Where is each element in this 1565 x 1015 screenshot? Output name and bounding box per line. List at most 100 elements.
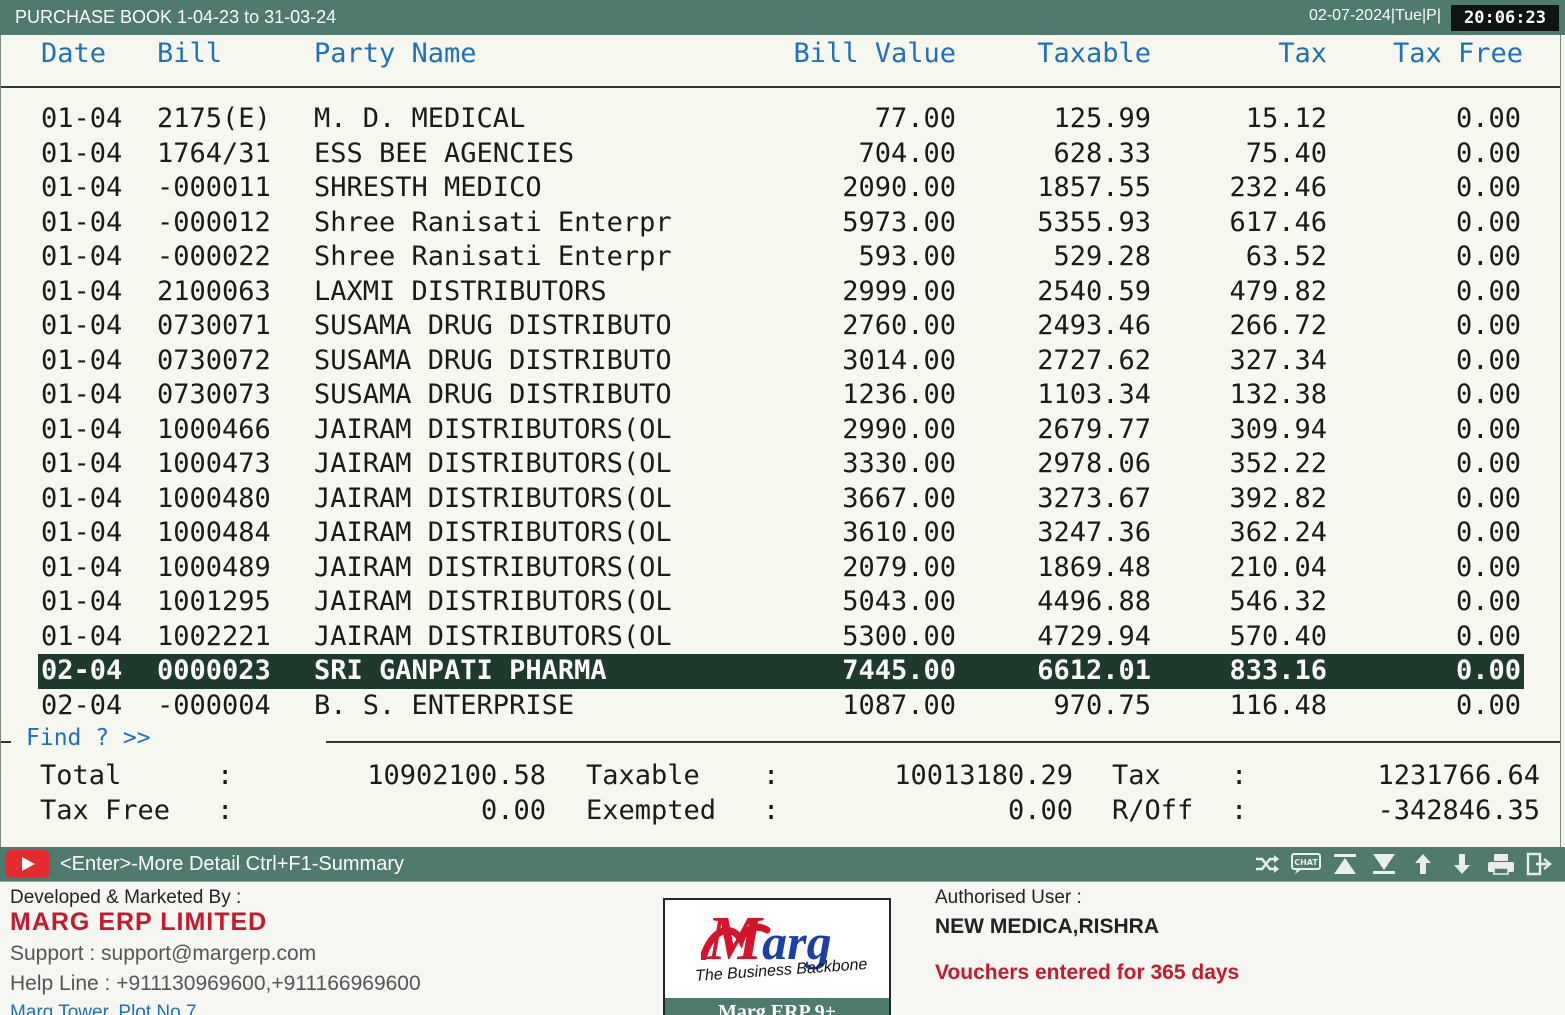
total-label: Total: [40, 760, 122, 791]
cell-bill: 2100063: [157, 275, 271, 307]
cell-tax: 479.82: [1229, 275, 1327, 307]
cell-date: 01-04: [41, 620, 123, 652]
roff-total-label: R/Off: [1112, 795, 1194, 826]
window-title: PURCHASE BOOK 1-04-23 to 31-03-24: [15, 7, 337, 27]
table-row[interactable]: 01-04 1000480 JAIRAM DISTRIBUTORS(OL 3667.0…: [38, 482, 1524, 517]
date-stamp: 02-07-2024|Tue|P|: [1309, 7, 1441, 24]
table-row[interactable]: 01-04 0730073 SUSAMA DRUG DISTRIBUTO 1236.0…: [38, 378, 1524, 413]
cell-date: 01-04: [41, 517, 123, 548]
table-row[interactable]: 01-04 1764/31 ESS BEE AGENCIES 704.00 628.33…: [38, 137, 1524, 172]
cell-bill-value: 5043.00: [842, 586, 956, 617]
exempted-total-label: Exempted: [586, 795, 717, 826]
cell-party: M. D. MEDICAL: [314, 103, 526, 134]
exempted-total-value: 0.00: [1007, 795, 1073, 826]
logo-swoosh-icon: [701, 923, 771, 960]
cell-taxable: 1103.34: [1037, 379, 1151, 410]
cell-tax: 63.52: [1245, 241, 1327, 272]
cell-date: 01-04: [41, 413, 123, 445]
cell-bill: 2175(E): [157, 103, 271, 134]
cell-bill-value: 2990.00: [842, 413, 956, 445]
table-row[interactable]: 01-04 0730071 SUSAMA DRUG DISTRIBUTO 2760.0…: [38, 309, 1524, 344]
cell-tax: 327.34: [1229, 344, 1327, 376]
chat-icon[interactable]: CHAT: [1291, 851, 1321, 877]
cell-tax: 132.38: [1229, 379, 1327, 410]
taxable-total-value: 10013180.29: [894, 760, 1073, 791]
cell-party: SUSAMA DRUG DISTRIBUTO: [314, 344, 672, 376]
youtube-play-icon[interactable]: [5, 850, 50, 878]
cell-bill-value: 1236.00: [842, 379, 956, 410]
move-up-icon[interactable]: [1408, 851, 1438, 877]
developed-by-label: Developed & Marketed By :: [10, 887, 242, 908]
cell-bill-value: 3610.00: [842, 517, 956, 548]
table-row[interactable]: 01-04 1000489 JAIRAM DISTRIBUTORS(OL 2079.0…: [38, 551, 1524, 586]
exit-icon[interactable]: [1525, 851, 1555, 877]
table-row[interactable]: 01-04 1000466 JAIRAM DISTRIBUTORS(OL 2990.0…: [38, 413, 1524, 448]
cell-date: 01-04: [41, 275, 123, 307]
cell-tax: 617.46: [1229, 206, 1327, 238]
chat-icon-label: CHAT: [1294, 858, 1318, 867]
cell-tax: 392.82: [1229, 482, 1327, 514]
cell-tax-free: 0.00: [1455, 551, 1521, 583]
cell-bill: 1000466: [157, 413, 271, 445]
cell-bill: 1000489: [157, 551, 271, 583]
find-prompt[interactable]: Find ? >>: [26, 725, 151, 751]
table-row[interactable]: 01-04 0730072 SUSAMA DRUG DISTRIBUTO 3014.0…: [38, 344, 1524, 379]
table-row[interactable]: 01-04 -000012 Shree Ranisati Enterpr 5973.0…: [38, 206, 1524, 241]
cell-taxable: 6612.01: [1037, 655, 1151, 686]
table-row[interactable]: 01-04 1001295 JAIRAM DISTRIBUTORS(OL 5043.0…: [38, 585, 1524, 620]
col-date-header: Date: [41, 38, 107, 69]
cell-party: JAIRAM DISTRIBUTORS(OL: [314, 448, 672, 479]
table-row[interactable]: 01-04 -000022 Shree Ranisati Enterpr 593.00…: [38, 240, 1524, 275]
cell-tax-free: 0.00: [1455, 586, 1521, 617]
table-row[interactable]: 01-04 1000473 JAIRAM DISTRIBUTORS(OL 3330.0…: [38, 447, 1524, 482]
print-icon[interactable]: [1486, 851, 1516, 877]
purchase-book-register: Date Bill Party Name Bill Value Taxable …: [0, 35, 1561, 847]
cell-date: 01-04: [41, 344, 123, 376]
total-colon: :: [217, 760, 234, 791]
cell-date: 01-04: [41, 103, 123, 134]
taxfree-total-label: Tax Free: [40, 795, 171, 826]
taxfree-total-colon: :: [217, 795, 234, 826]
cell-party: Shree Ranisati Enterpr: [314, 241, 672, 272]
col-party-header: Party Name: [314, 38, 477, 69]
cell-bill: 0000023: [157, 655, 271, 686]
cell-tax-free: 0.00: [1455, 344, 1521, 376]
support-email: Support : support@margerp.com: [10, 942, 317, 965]
footer-panel: Developed & Marketed By : MARG ERP LIMIT…: [0, 881, 1565, 1015]
table-row[interactable]: 01-04 1000484 JAIRAM DISTRIBUTORS(OL 3610.0…: [38, 516, 1524, 551]
last-record-icon[interactable]: [1369, 851, 1399, 877]
move-down-icon[interactable]: [1447, 851, 1477, 877]
cell-taxable: 529.28: [1053, 241, 1151, 272]
cell-tax-free: 0.00: [1455, 517, 1521, 548]
table-row[interactable]: 01-04 2100063 LAXMI DISTRIBUTORS 2999.00 254…: [38, 275, 1524, 310]
col-tax-free-header: Tax Free: [1392, 38, 1523, 69]
find-divider-left: [1, 741, 11, 743]
cell-date: 01-04: [41, 379, 123, 410]
table-row[interactable]: 02-04 -000004 B. S. ENTERPRISE 1087.00 970.7…: [38, 689, 1524, 724]
cell-bill-value: 3667.00: [842, 482, 956, 514]
logo-product-band: Marg ERP 9+: [665, 998, 889, 1015]
helpline-numbers: Help Line : +911130969600,+911166969600: [10, 972, 421, 995]
cell-tax-free: 0.00: [1455, 413, 1521, 445]
col-tax-header: Tax: [1278, 38, 1327, 69]
first-record-icon[interactable]: [1330, 851, 1360, 877]
cell-taxable: 2540.59: [1037, 275, 1151, 307]
cell-taxable: 5355.93: [1037, 206, 1151, 238]
table-row-selected[interactable]: 02-04 0000023 SRI GANPATI PHARMA 7445.00 661…: [38, 654, 1524, 689]
cell-tax: 116.48: [1229, 689, 1327, 721]
cell-tax: 570.40: [1229, 620, 1327, 652]
table-row[interactable]: 01-04 -000011 SHRESTH MEDICO 2090.00 1857.55…: [38, 171, 1524, 206]
cell-tax-free: 0.00: [1455, 310, 1521, 341]
company-name: MARG ERP LIMITED: [10, 908, 268, 936]
cell-bill: -000012: [157, 206, 271, 238]
table-row[interactable]: 01-04 1002221 JAIRAM DISTRIBUTORS(OL 5300.0…: [38, 620, 1524, 655]
shuffle-icon[interactable]: [1252, 851, 1282, 877]
cell-tax-free: 0.00: [1455, 620, 1521, 652]
table-row[interactable]: 01-04 2175(E) M. D. MEDICAL 77.00 125.99 15.1…: [38, 102, 1524, 137]
cell-tax-free: 0.00: [1455, 482, 1521, 514]
exempted-total-colon: :: [763, 795, 780, 826]
cell-date: 01-04: [41, 586, 123, 617]
address-link[interactable]: Marg Tower, Plot No 7: [10, 1002, 197, 1015]
roff-total-value: -342846.35: [1377, 795, 1540, 826]
cell-date: 01-04: [41, 241, 123, 272]
